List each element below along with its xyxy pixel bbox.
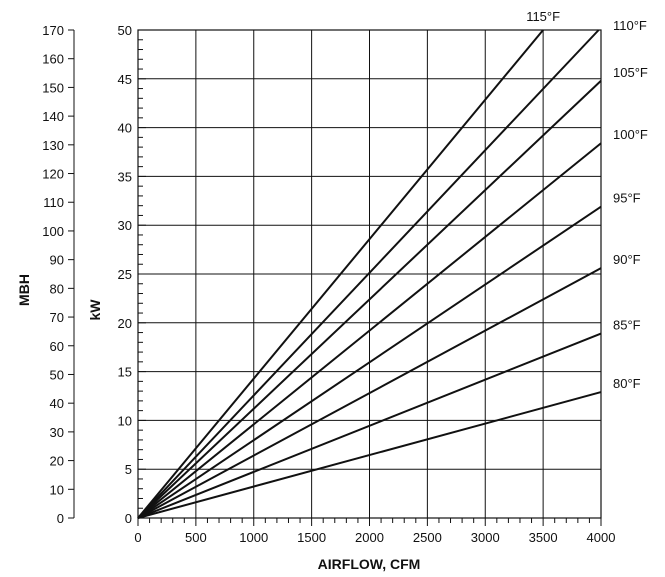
mbh-tick-label: 160 (42, 52, 64, 67)
plot-frame (137, 29, 602, 519)
series-label: 90°F (613, 252, 641, 267)
mbh-tick-label: 10 (50, 482, 64, 497)
x-tick-label: 1500 (297, 530, 326, 545)
mbh-tick-label: 130 (42, 138, 64, 153)
mbh-tick-label: 120 (42, 167, 64, 182)
mbh-tick-label: 20 (50, 454, 64, 469)
kw-tick-label: 10 (118, 413, 132, 428)
grid (138, 30, 601, 518)
series-label: 100°F (613, 127, 648, 142)
series-line (137, 205, 602, 519)
mbh-tick-label: 150 (42, 80, 64, 95)
x-axis-title: AIRFLOW, CFM (318, 556, 421, 572)
tick-labels: 0 500 1000 1500 2000 2500 3000 3500 400005101520… (42, 23, 615, 545)
minor-ticks (68, 29, 602, 526)
x-tick-label: 4000 (587, 530, 616, 545)
mbh-tick-label: 50 (50, 367, 64, 382)
x-tick-label: 3000 (471, 530, 500, 545)
mbh-tick-label: 40 (50, 396, 64, 411)
series-lines (137, 29, 602, 519)
kw-tick-label: 20 (118, 316, 132, 331)
x-tick-label: 2000 (355, 530, 384, 545)
kw-axis-title: kW (87, 299, 103, 321)
kw-tick-label: 5 (125, 462, 132, 477)
x-tick-label: 500 (185, 530, 207, 545)
series-line (137, 391, 602, 519)
x-tick-label: 3500 (529, 530, 558, 545)
series-line (137, 267, 602, 519)
kw-tick-label: 50 (118, 23, 132, 38)
x-tick-label: 2500 (413, 530, 442, 545)
kw-tick-label: 15 (118, 365, 132, 380)
mbh-tick-label: 30 (50, 425, 64, 440)
mbh-tick-label: 60 (50, 339, 64, 354)
series-label: 110°F (613, 18, 647, 33)
series-line (137, 332, 602, 519)
kw-tick-label: 0 (125, 511, 132, 526)
series-label: 80°F (613, 376, 641, 391)
x-tick-label: 1000 (239, 530, 268, 545)
series-label: 115°F (526, 9, 560, 24)
kw-tick-label: 25 (118, 267, 132, 282)
x-tick-label: 0 (134, 530, 141, 545)
mbh-tick-label: 100 (42, 224, 64, 239)
kw-tick-label: 40 (118, 121, 132, 136)
mbh-tick-label: 170 (42, 23, 64, 38)
mbh-tick-label: 90 (50, 253, 64, 268)
mbh-tick-label: 0 (57, 511, 64, 526)
series-labels: 80°F 85°F 90°F 95°F 100°F 105°F 110°F 115°F (526, 9, 648, 391)
series-line (137, 142, 602, 519)
series-label: 85°F (613, 318, 641, 333)
series-label: 105°F (613, 65, 648, 80)
series-line (137, 29, 544, 519)
series-label: 95°F (613, 191, 641, 206)
mbh-tick-label: 80 (50, 281, 64, 296)
series-line (137, 80, 602, 519)
kw-tick-label: 45 (118, 72, 132, 87)
kw-tick-label: 30 (118, 218, 132, 233)
kw-tick-label: 35 (118, 169, 132, 184)
mbh-tick-label: 70 (50, 310, 64, 325)
series-line (137, 29, 600, 519)
mbh-axis-title: MBH (16, 274, 32, 306)
mbh-tick-label: 110 (43, 195, 64, 210)
mbh-tick-label: 140 (42, 109, 64, 124)
